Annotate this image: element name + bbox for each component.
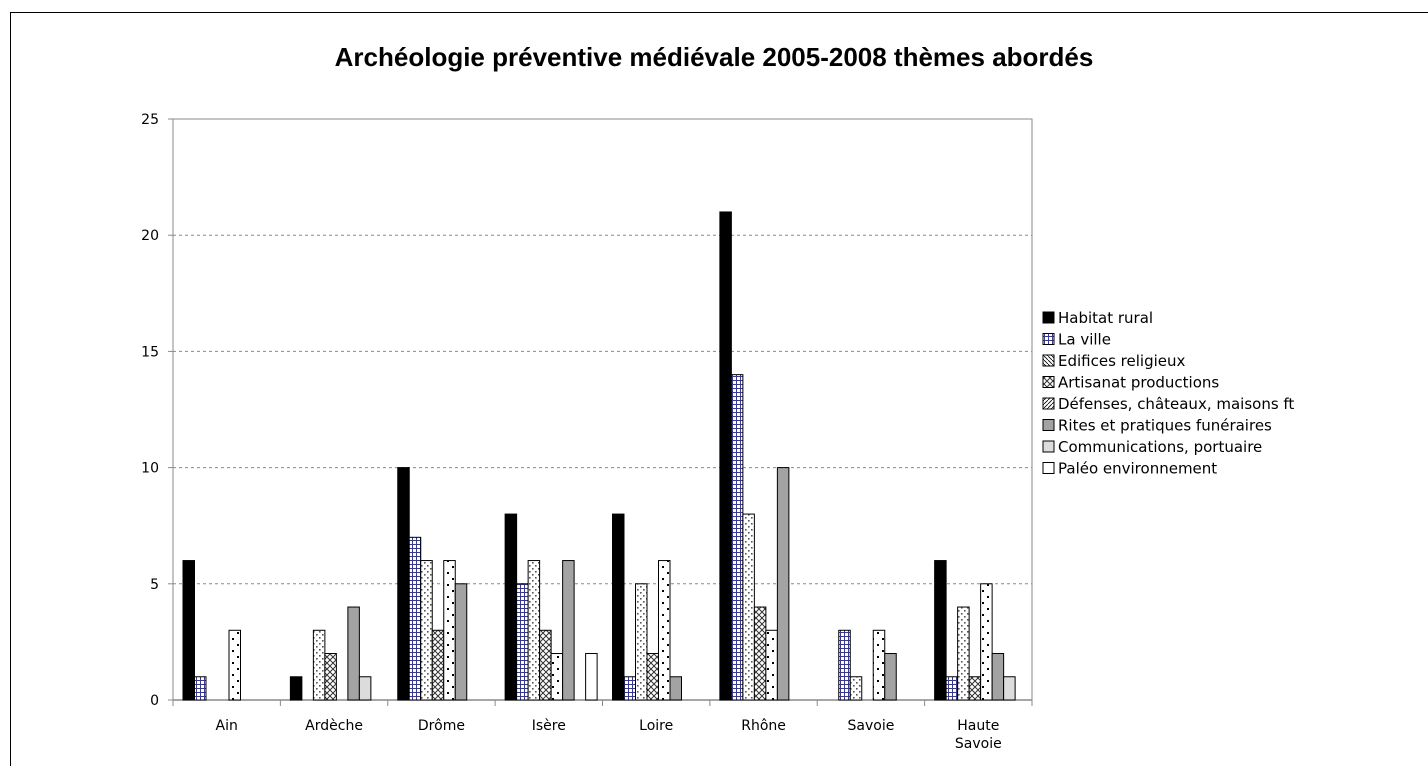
bar xyxy=(562,560,575,701)
legend-swatch xyxy=(1042,376,1055,388)
bar xyxy=(347,606,360,701)
bar xyxy=(765,629,778,701)
bar xyxy=(884,653,897,701)
bar xyxy=(838,629,851,701)
bar xyxy=(312,629,326,701)
bar xyxy=(730,374,744,701)
bar xyxy=(742,513,755,701)
bar xyxy=(669,676,682,701)
chart-frame xyxy=(10,12,1428,766)
bar xyxy=(182,560,195,701)
bar xyxy=(849,676,863,701)
bar xyxy=(585,653,598,701)
legend-swatch xyxy=(1042,397,1055,410)
bar xyxy=(516,583,529,701)
x-tick-label: Rhône xyxy=(741,718,786,734)
x-tick-label: Loire xyxy=(639,718,673,734)
bar xyxy=(228,629,241,701)
bar xyxy=(957,606,970,701)
bar xyxy=(872,629,886,701)
legend-label: Communications, portuaire xyxy=(1058,438,1262,456)
bar xyxy=(945,676,959,701)
bar xyxy=(612,513,625,701)
bar xyxy=(443,560,456,701)
bar xyxy=(539,629,552,701)
x-tick-label: Savoie xyxy=(848,718,895,734)
legend-swatch xyxy=(1042,419,1055,431)
x-tick-label: Haute xyxy=(957,718,999,734)
grid-lines xyxy=(173,118,1032,585)
bar xyxy=(408,536,422,701)
y-tick-label: 15 xyxy=(141,344,159,360)
bar xyxy=(968,676,982,701)
bar xyxy=(324,653,337,701)
bar xyxy=(358,676,372,701)
bar xyxy=(431,629,445,701)
legend-label: Défenses, châteaux, maisons ft xyxy=(1058,395,1294,413)
bar xyxy=(397,467,410,701)
legend-label: Edifices religieux xyxy=(1058,352,1185,370)
bar xyxy=(194,676,207,701)
bar xyxy=(454,583,468,701)
bar xyxy=(550,653,564,701)
bar xyxy=(980,583,993,701)
bar xyxy=(635,583,648,701)
legend: Habitat rural La ville Edifices religieux A… xyxy=(1042,309,1294,478)
y-tick-label: 0 xyxy=(150,693,159,709)
chart-title: Archéologie préventive médiévale 2005-20… xyxy=(334,42,1094,72)
legend-swatch xyxy=(1042,462,1055,474)
plot-area-border xyxy=(172,118,1033,701)
bar xyxy=(1003,676,1016,701)
legend-swatch xyxy=(1042,311,1055,324)
bar xyxy=(289,676,303,701)
x-tick-label: Drôme xyxy=(418,718,465,734)
bar xyxy=(504,513,518,701)
bar xyxy=(527,560,541,701)
bar xyxy=(719,211,732,701)
legend-label: Habitat rural xyxy=(1058,309,1153,327)
legend-label: Paléo environnement xyxy=(1058,460,1217,478)
bar xyxy=(753,606,767,701)
bars xyxy=(182,211,1016,701)
y-tick-label: 10 xyxy=(141,461,159,477)
x-tick-label: Isère xyxy=(532,718,566,734)
bar xyxy=(623,676,636,701)
legend-swatch xyxy=(1042,354,1055,367)
bar xyxy=(934,560,947,701)
bar xyxy=(658,560,671,701)
bar xyxy=(991,653,1005,701)
legend-label: La ville xyxy=(1058,331,1111,349)
legend-label: Artisanat productions xyxy=(1058,374,1219,392)
x-tick-label: Ardèche xyxy=(305,718,363,734)
y-tick-label: 25 xyxy=(141,112,159,128)
legend-label: Rites et pratiques funéraires xyxy=(1058,417,1272,435)
y-tick-label: 20 xyxy=(141,228,159,244)
x-tick-label: Savoie xyxy=(955,736,1002,752)
bar xyxy=(646,653,659,701)
bar xyxy=(420,560,433,701)
legend-swatch xyxy=(1042,333,1055,345)
legend-swatch xyxy=(1042,440,1055,453)
x-tick-label: Ain xyxy=(216,718,238,734)
bar xyxy=(776,467,790,701)
y-tick-label: 5 xyxy=(150,577,159,593)
